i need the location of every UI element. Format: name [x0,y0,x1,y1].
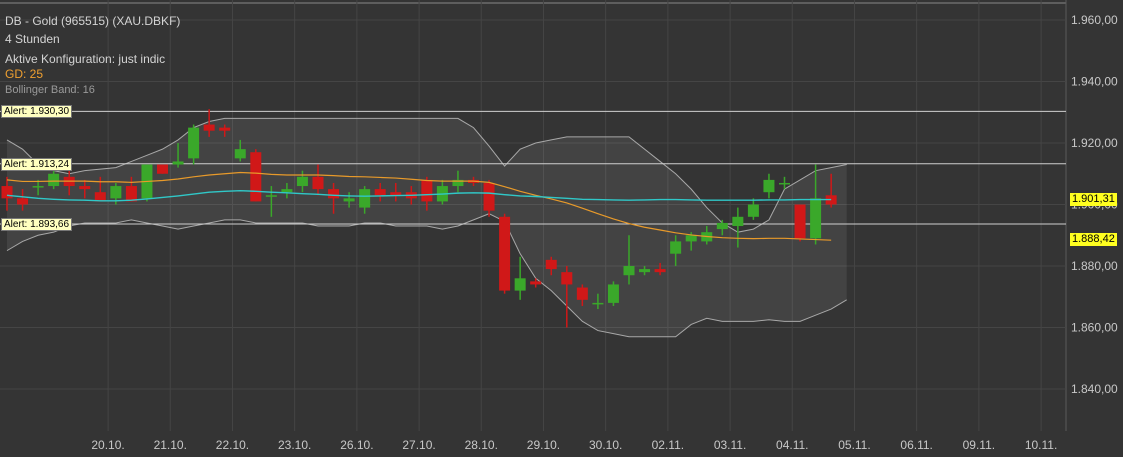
x-tick-label: 28.10. [465,438,498,452]
candle-body[interactable] [234,149,246,159]
x-tick-label: 22.10. [216,438,249,452]
candle-body[interactable] [250,152,262,202]
gd-line [6,171,832,241]
chart-title: DB - Gold (965515) (XAU.DBKF) [5,14,181,28]
config-label: Aktive Konfiguration: just indic [5,52,166,66]
upper-band-line [6,117,847,233]
grid [0,0,1067,431]
candle-body[interactable] [359,189,371,208]
x-tick-label: 06.11. [900,438,932,452]
candle-body[interactable] [654,269,666,273]
y-tick-label: 1.920,00 [1071,136,1118,150]
candle-body[interactable] [188,127,200,159]
x-tick-label: 10.11. [1025,438,1057,452]
x-tick-label: 05.11. [838,438,870,452]
candle-body[interactable] [499,216,511,291]
candle-body[interactable] [328,189,340,199]
x-tick-label: 23.10. [278,438,311,452]
candle-body[interactable] [203,124,215,131]
candle-body[interactable] [794,204,806,239]
candle-body[interactable] [312,176,324,190]
candle-body[interactable] [421,179,433,202]
y-tick-label: 1.940,00 [1071,75,1118,89]
interval-label: 4 Stunden [5,32,60,46]
candle-body[interactable] [716,222,728,230]
y-tick-label: 1.880,00 [1071,259,1118,273]
candle-body[interactable] [281,189,293,193]
candle-body[interactable] [685,235,697,242]
candle-body[interactable] [343,198,355,202]
candle-body[interactable] [732,216,744,227]
band-fill [7,118,847,337]
x-tick-label: 20.10. [91,438,124,452]
x-tick-label: 26.10. [340,438,373,452]
candle-body[interactable] [763,179,775,193]
candle-body[interactable] [110,186,122,199]
candle-body[interactable] [296,176,308,187]
alert-tag[interactable]: Alert: 1.893,66 [1,217,73,231]
candle-body[interactable] [374,189,386,196]
candle-body[interactable] [561,272,573,285]
candle-body[interactable] [265,195,277,197]
candle-body[interactable] [94,192,106,202]
candle-body[interactable] [607,284,619,303]
x-tick-label: 29.10. [527,438,560,452]
x-tick-label: 04.11. [776,438,808,452]
price-tag: 1.901,31 [1070,193,1117,207]
x-tick-label: 27.10. [402,438,435,452]
lower-band-line [6,213,847,338]
candle-body[interactable] [592,302,604,305]
x-tick-label: 09.11. [963,438,995,452]
candle-body[interactable] [219,127,231,131]
candle-body[interactable] [390,192,402,196]
price-tag: 1.888,42 [1070,233,1117,247]
x-tick-label: 03.11. [714,438,746,452]
candle-body[interactable] [483,182,495,211]
candle-body[interactable] [623,266,635,276]
candle-body[interactable] [48,173,60,187]
candle-body[interactable] [545,259,557,270]
bollinger-mid-line [6,189,832,202]
bollinger-legend: Bollinger Band: 16 [5,84,95,96]
candle-body[interactable] [125,186,137,202]
y-tick-label: 1.960,00 [1071,13,1118,27]
candle-body[interactable] [172,161,184,165]
candle-body[interactable] [17,198,29,205]
candle-body[interactable] [32,186,44,188]
y-tick-label: 1.860,00 [1071,321,1118,335]
candle-body[interactable] [79,186,91,190]
candle-body[interactable] [514,278,526,291]
candles[interactable] [1,109,837,328]
gd-legend: GD: 25 [5,67,44,81]
y-tick-label: 1.840,00 [1071,382,1118,396]
x-axis: 20.10. 21.10. 22.10. 23.10. 26.10. 27.10. 28.1… [91,438,1057,452]
candle-body[interactable] [747,204,759,217]
candle-body[interactable] [639,269,651,273]
alert-tag[interactable]: Alert: 1.930,30 [1,105,73,119]
candle-body[interactable] [810,198,822,239]
bollinger-band [6,117,847,338]
x-tick-label: 02.11. [652,438,684,452]
candle-body[interactable] [779,182,790,185]
candle-body[interactable] [530,281,542,285]
x-tick-label: 21.10. [154,438,187,452]
candle-body[interactable] [452,179,464,187]
candle-body[interactable] [157,164,168,174]
candle-body[interactable] [670,241,682,254]
alert-tag[interactable]: Alert: 1.913,24 [1,157,73,171]
candle-body[interactable] [1,186,13,199]
x-tick-label: 30.10. [589,438,622,452]
candle-body[interactable] [576,287,588,300]
